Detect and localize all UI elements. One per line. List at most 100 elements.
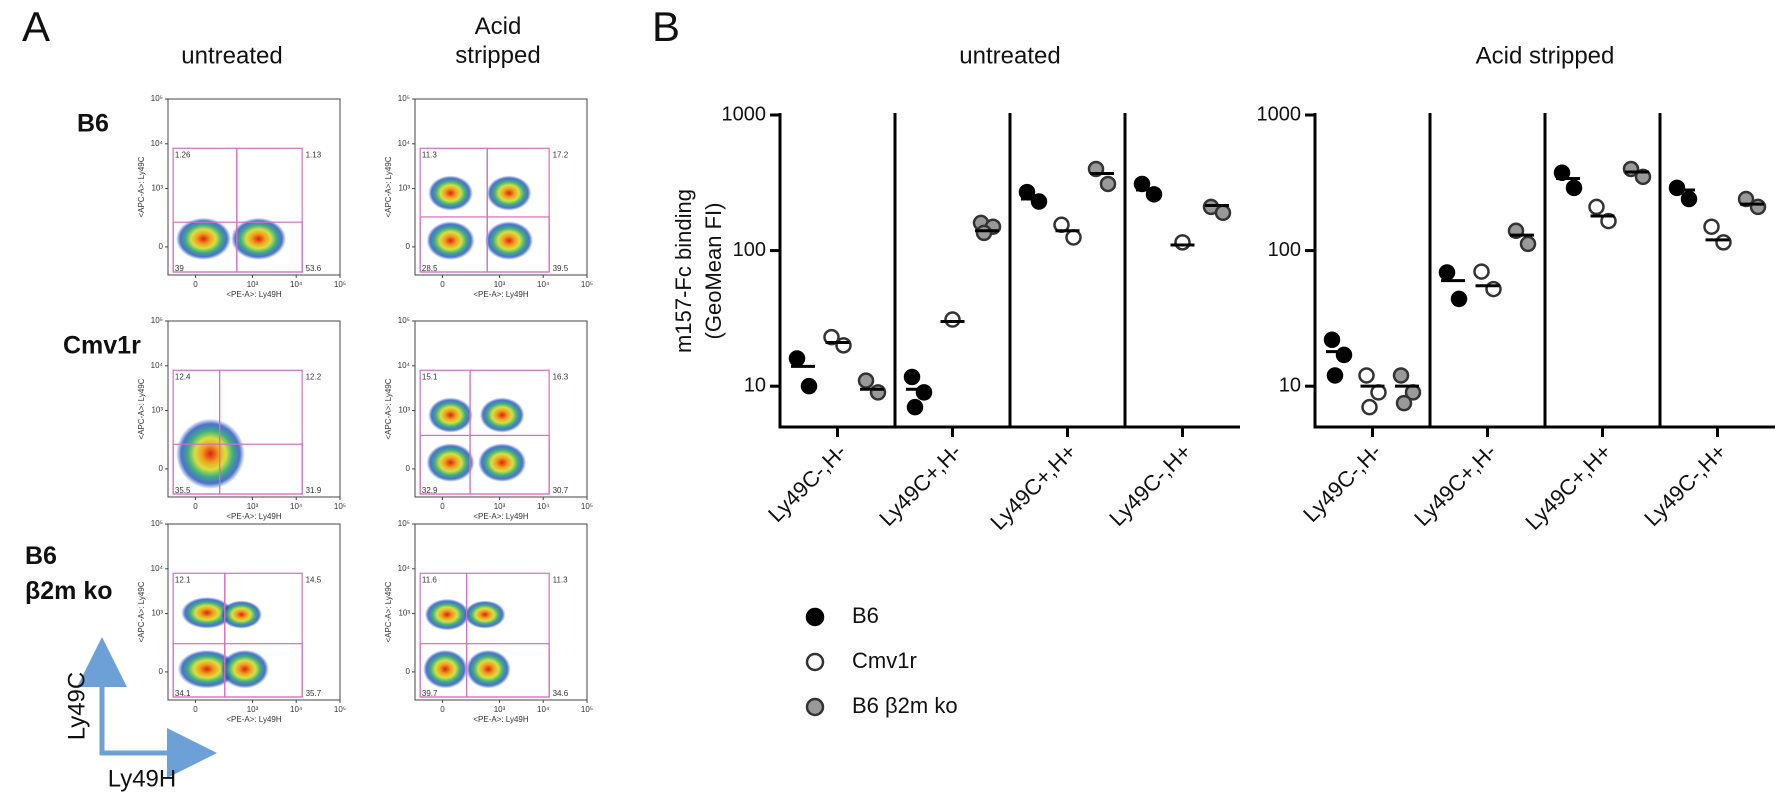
data-point	[1668, 179, 1686, 197]
legend-label: Cmv1r	[852, 648, 917, 673]
y-tick-label: 10⁴	[398, 564, 411, 573]
data-point	[1715, 234, 1732, 251]
gate	[172, 221, 303, 273]
data-point	[1703, 218, 1720, 235]
x-axis-label: <PE-A>: Ly49H	[473, 512, 529, 521]
flow-plot: 1.26 1.13 39 53.6 0 0 10³ 10³ 10⁴ 10⁴ 10⁵ 10⁵ <PE-A>…	[137, 94, 346, 299]
density-cloud	[176, 217, 232, 260]
gate-value: 39.7	[422, 689, 438, 698]
flow-plot: 12.4 12.2 35.5 31.9 0 0 10³ 10³ 10⁴ 10⁴ 10⁵ 10⁵ <PE-…	[137, 316, 346, 521]
y-tick-label: 10⁴	[151, 564, 164, 573]
data-point	[1358, 367, 1375, 384]
chart-title: untreated	[959, 42, 1060, 69]
axis-arrows: Ly49C Ly49H	[63, 637, 217, 792]
y-tick-label: 10⁵	[151, 316, 163, 325]
data-point	[915, 384, 933, 401]
y-tick-label: 10⁴	[398, 139, 411, 148]
density-cloud	[231, 217, 287, 260]
data-point	[1392, 367, 1410, 384]
gate	[419, 434, 550, 495]
x-tick-label: 10³	[247, 705, 259, 714]
data-point	[1361, 398, 1378, 416]
x-axis-label: <PE-A>: Ly49H	[473, 715, 529, 724]
data-point	[823, 328, 840, 346]
gate-value: 11.3	[422, 150, 438, 159]
y-tick-label: 0	[406, 464, 411, 473]
gate-value: 39	[175, 264, 184, 273]
gate-value: 30.7	[553, 486, 569, 495]
y-tick-label: 10³	[151, 184, 163, 193]
flow-plot: 11.3 17.2 28.5 39.5 0 0 10³ 10³ 10⁴ 10⁴ 10⁵ 10⁵ <PE-…	[384, 94, 593, 299]
y-tick-label: 10⁵	[398, 94, 410, 103]
flow-plot: 12.1 14.5 34.1 35.7 0 0 10³ 10³ 10⁴ 10⁴ 10⁵ 10⁵ <PE-…	[137, 519, 346, 724]
x-axis-label: <PE-A>: Ly49H	[226, 512, 282, 521]
y-axis-label: <APC-A>: Ly49C	[137, 156, 146, 217]
data-point	[1174, 234, 1191, 251]
gate	[172, 643, 303, 698]
gate-value: 39.5	[553, 264, 569, 273]
density-cloud	[484, 221, 534, 260]
density-cloud	[466, 649, 511, 689]
data-point	[1680, 190, 1698, 208]
x-tick-label: Ly49C-,H+	[1639, 439, 1731, 531]
x-tick-label: Ly49C-,H-	[1298, 439, 1386, 527]
row-label: B6	[77, 110, 109, 138]
x-tick-label: 10⁴	[290, 705, 303, 714]
x-tick-label: 10³	[494, 280, 506, 289]
x-tick-label: 10⁴	[537, 280, 550, 289]
data-point	[1438, 264, 1456, 281]
gate-value: 35.7	[306, 689, 322, 698]
gate-value: 14.5	[306, 575, 322, 584]
y-tick-label: 10³	[398, 609, 410, 618]
density-cloud	[478, 443, 527, 482]
x-tick-label: 10⁴	[537, 705, 550, 714]
x-tick-label: Ly49C+,H-	[1409, 439, 1501, 531]
density-cloud	[426, 443, 475, 482]
x-tick-label: Ly49C-,H-	[763, 439, 851, 527]
x-tick-label: 10⁵	[334, 280, 346, 289]
y-tick-label: 0	[159, 464, 164, 473]
data-point	[1737, 190, 1755, 208]
gate-value: 34.1	[175, 689, 191, 698]
y-tick-label: 10⁴	[398, 361, 411, 370]
arrow-label: Ly49H	[108, 765, 176, 792]
density-cloud	[177, 649, 237, 689]
row-label: Cmv1r	[63, 332, 141, 360]
data-point	[1565, 179, 1583, 197]
gate-value: 53.6	[306, 264, 322, 273]
gate-value: 15.1	[422, 372, 438, 381]
y-tick-label: 10⁴	[151, 361, 164, 370]
x-tick-label: 10³	[247, 280, 259, 289]
y-tick-label: 10⁵	[398, 519, 410, 528]
panel-label: A	[22, 3, 50, 50]
y-axis-label: <APC-A>: Ly49C	[137, 581, 146, 642]
x-tick-label: 10⁵	[581, 280, 593, 289]
data-point	[975, 224, 993, 242]
y-tick-label: 1000	[1257, 103, 1302, 125]
x-tick-label: 10⁴	[290, 502, 303, 511]
gate-value: 34.6	[553, 689, 569, 698]
y-tick-label: 100	[733, 239, 766, 261]
x-tick-label: Ly49C+,H+	[985, 439, 1081, 535]
x-tick-label: 0	[193, 502, 198, 511]
x-tick-label: Ly49C-,H+	[1104, 439, 1196, 531]
y-tick-label: 10⁵	[151, 94, 163, 103]
y-axis-label: <APC-A>: Ly49C	[384, 378, 393, 439]
gate-value: 1.26	[175, 150, 191, 159]
gate-value: 17.2	[553, 150, 569, 159]
y-axis-label: m157-Fc binding	[671, 189, 696, 353]
density-cloud	[176, 418, 245, 489]
density-cloud	[181, 596, 233, 629]
data-point	[1588, 198, 1605, 216]
x-tick-label: 0	[440, 280, 445, 289]
x-tick-label: Ly49C+,H+	[1520, 439, 1616, 535]
x-tick-label: 0	[440, 502, 445, 511]
data-point	[1395, 394, 1413, 412]
x-tick-label: 10⁵	[581, 705, 593, 714]
density-cloud	[464, 600, 506, 629]
density-cloud	[426, 221, 475, 260]
data-point	[1519, 235, 1537, 253]
x-tick-label: 0	[193, 705, 198, 714]
column-header: Acid stripped	[455, 13, 540, 69]
